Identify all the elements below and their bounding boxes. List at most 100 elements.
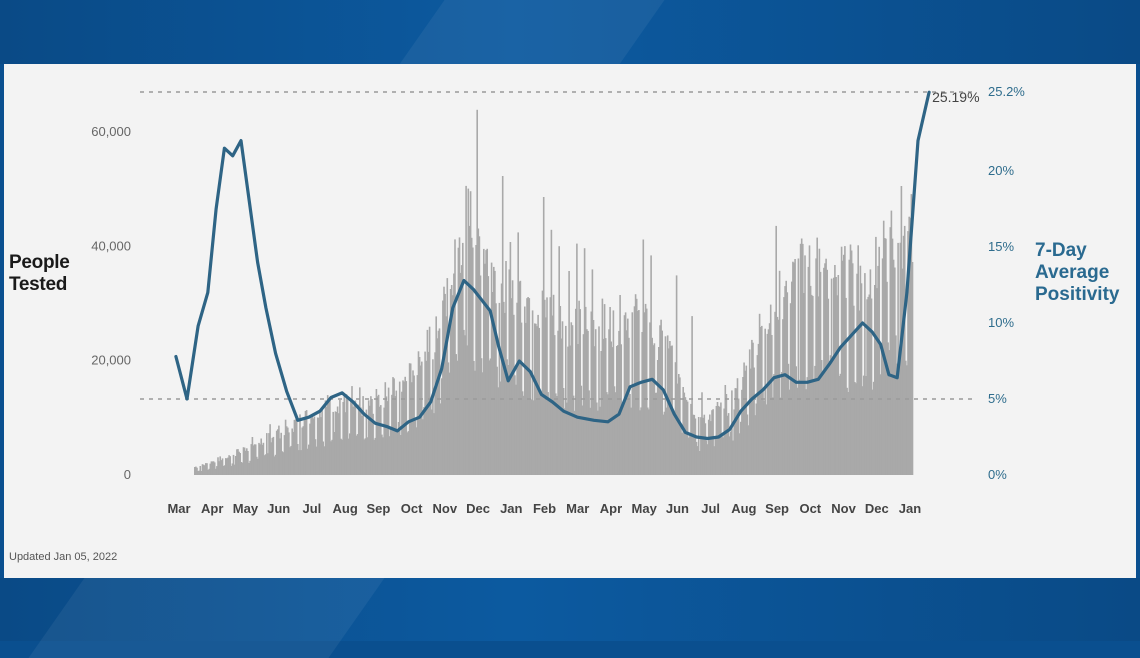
- test-bar: [538, 327, 540, 475]
- test-bar: [598, 326, 600, 475]
- test-bar: [284, 419, 287, 475]
- test-bar: [457, 247, 460, 475]
- test-bar: [291, 428, 293, 475]
- test-bar: [638, 310, 640, 475]
- test-bar: [270, 442, 272, 475]
- test-bar: [888, 350, 890, 475]
- test-bar: [302, 426, 305, 475]
- test-bar: [199, 466, 202, 475]
- test-bar: [437, 330, 440, 475]
- test-bar: [575, 308, 577, 475]
- test-bar: [441, 378, 443, 475]
- test-bar: [797, 258, 800, 475]
- test-bar: [572, 395, 575, 475]
- test-bar: [613, 386, 616, 475]
- test-bar: [509, 242, 512, 475]
- test-bar: [396, 430, 399, 475]
- test-bar: [359, 387, 361, 475]
- test-bar: [695, 441, 698, 475]
- test-bar: [656, 360, 659, 475]
- test-bar: [608, 329, 610, 475]
- test-bar: [683, 392, 686, 475]
- test-bar: [247, 451, 249, 475]
- test-bar: [723, 408, 725, 475]
- test-bar: [628, 337, 630, 475]
- test-bar: [890, 210, 893, 475]
- test-bar: [902, 235, 905, 475]
- test-bar: [857, 245, 859, 475]
- test-bar: [221, 458, 224, 475]
- test-bar: [831, 359, 834, 475]
- test-bar: [855, 383, 857, 475]
- test-bar: [325, 406, 328, 475]
- test-bar: [864, 273, 866, 475]
- test-bar: [408, 363, 411, 475]
- test-bar: [511, 280, 514, 475]
- test-bar: [351, 386, 353, 475]
- test-bar: [321, 408, 323, 475]
- test-bar: [524, 306, 526, 475]
- test-bar: [425, 360, 428, 475]
- test-bar: [814, 365, 816, 475]
- test-bar: [500, 283, 503, 475]
- x-tick-label: Sep: [765, 501, 789, 516]
- test-bar: [876, 288, 878, 475]
- test-bar: [435, 316, 437, 475]
- test-bar: [566, 402, 568, 475]
- test-bar: [829, 355, 832, 475]
- test-bar: [556, 396, 558, 475]
- test-bar: [354, 400, 357, 475]
- test-bar: [323, 446, 326, 475]
- test-bar: [478, 236, 481, 475]
- test-bar: [687, 437, 690, 475]
- test-bar: [330, 441, 332, 475]
- test-bar: [565, 325, 567, 475]
- test-bar: [384, 382, 387, 475]
- test-bar: [665, 407, 668, 475]
- test-bar: [600, 351, 602, 475]
- test-bar: [812, 296, 814, 475]
- test-bar: [340, 438, 342, 475]
- test-bar: [305, 410, 308, 475]
- test-bar: [467, 188, 470, 475]
- test-bar: [827, 298, 830, 475]
- x-tick-label: Jul: [701, 501, 720, 516]
- test-bar: [800, 238, 803, 475]
- test-bar: [507, 365, 509, 475]
- test-bar: [593, 346, 596, 475]
- test-bar: [762, 390, 764, 475]
- test-bar: [596, 402, 598, 475]
- test-bar: [519, 280, 522, 475]
- test-bar: [727, 413, 730, 475]
- test-bar: [606, 392, 608, 475]
- test-bar: [331, 439, 333, 475]
- test-bar: [394, 396, 396, 475]
- test-bar: [238, 451, 240, 475]
- test-bar: [364, 438, 367, 475]
- test-bar: [580, 385, 583, 475]
- left-tick-label: 0: [124, 467, 131, 482]
- test-bar: [551, 315, 554, 475]
- test-bar: [651, 337, 653, 475]
- test-bar: [869, 269, 872, 475]
- test-bar: [645, 308, 648, 475]
- test-bar: [515, 384, 517, 475]
- test-bar: [663, 411, 666, 475]
- bottom-banner: [0, 568, 1140, 658]
- test-bar: [324, 400, 327, 475]
- test-bar: [666, 335, 669, 475]
- test-bar: [432, 359, 434, 475]
- test-bar: [287, 427, 289, 475]
- test-bar: [367, 400, 370, 475]
- test-bar: [623, 315, 626, 475]
- test-bar: [817, 296, 820, 475]
- test-bar: [559, 306, 562, 475]
- test-bar: [775, 225, 777, 475]
- test-bar: [444, 293, 446, 475]
- test-bar: [804, 255, 806, 475]
- test-bar: [445, 316, 447, 475]
- test-bar: [906, 365, 908, 475]
- test-bar: [258, 442, 260, 475]
- test-bar: [283, 435, 286, 475]
- test-bar: [534, 323, 536, 475]
